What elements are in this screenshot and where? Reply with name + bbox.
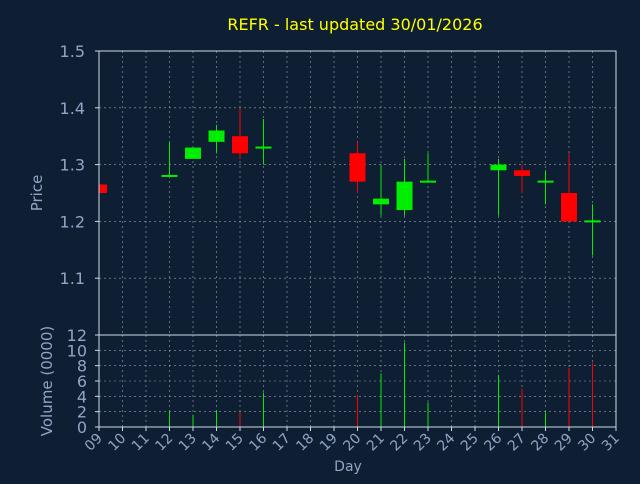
candle-body — [232, 136, 248, 154]
price-y-tick-label: 1.4 — [60, 99, 85, 118]
candle — [490, 158, 507, 216]
candle — [255, 119, 272, 165]
x-tick-label: 22 — [387, 431, 411, 455]
x-tick-label: 29 — [552, 431, 576, 455]
candle — [561, 153, 577, 222]
candle-body — [396, 181, 413, 211]
candle — [99, 184, 107, 193]
candle-body — [490, 164, 507, 171]
x-tick-label: 27 — [505, 431, 529, 455]
candle — [373, 164, 389, 216]
candle — [232, 107, 248, 159]
candle — [185, 147, 201, 159]
volume-y-tick-label: 4 — [77, 387, 87, 406]
price-y-tick-label: 1.5 — [60, 42, 85, 61]
candle-body — [561, 193, 577, 222]
x-tick-label: 23 — [411, 431, 435, 455]
candle — [514, 164, 530, 193]
volume-bars — [169, 342, 593, 427]
candle-body — [99, 184, 107, 193]
candle — [396, 158, 413, 216]
x-tick-label: 20 — [340, 431, 364, 455]
x-ticks: 09 10 11 12 13 14 15 16 17 18 19 20 21 22 23 24 25 26 27 28… — [82, 427, 623, 454]
volume-y-tick-label: 0 — [77, 418, 87, 437]
x-tick-label: 17 — [270, 431, 294, 455]
x-tick-label: 21 — [364, 431, 388, 455]
x-tick-label: 30 — [575, 431, 599, 455]
price-y-tick-label: 1.1 — [60, 269, 85, 288]
x-tick-label: 25 — [458, 431, 482, 455]
price-y-tick-label: 1.3 — [60, 156, 85, 175]
x-tick-label: 11 — [129, 431, 153, 455]
candle — [349, 141, 366, 193]
candle — [420, 153, 436, 183]
candle-body — [208, 130, 225, 142]
x-tick-label: 14 — [199, 430, 223, 454]
x-tick-label: 31 — [599, 431, 623, 455]
volume-y-tick-label: 6 — [77, 372, 87, 391]
x-axis-label: Day — [334, 459, 362, 475]
volume-y-tick-label: 12 — [67, 326, 87, 345]
volume-y-tick-label: 8 — [77, 357, 87, 376]
x-tick-label: 24 — [434, 430, 458, 454]
candle-body — [373, 198, 389, 205]
x-tick-label: 13 — [176, 431, 200, 455]
x-tick-label: 10 — [105, 431, 129, 455]
x-tick-label: 28 — [528, 431, 552, 455]
chart-title: REFR - last updated 30/01/2026 — [227, 15, 482, 34]
price-y-tick-label: 1.2 — [60, 212, 85, 231]
x-tick-label: 19 — [317, 431, 341, 455]
volume-y-tick-label: 2 — [77, 403, 87, 422]
candle-body — [349, 153, 366, 182]
x-tick-label: 16 — [246, 430, 270, 454]
candle-body — [514, 170, 530, 176]
x-tick-label: 12 — [152, 431, 176, 455]
candle-body — [185, 147, 201, 159]
x-tick-label: 15 — [223, 431, 247, 455]
candle — [208, 124, 225, 154]
candle — [584, 204, 601, 256]
price-axis-label: Price — [28, 175, 46, 212]
candle — [537, 170, 554, 205]
candles — [99, 107, 601, 256]
price-y-ticks: 1.1 1.2 1.3 1.4 1.5 — [60, 42, 99, 288]
volume-axis-label: Volume (0000) — [38, 326, 56, 436]
x-tick-label: 18 — [293, 431, 317, 455]
volume-y-tick-label: 10 — [67, 341, 87, 360]
candle — [161, 141, 178, 177]
x-tick-label: 26 — [481, 430, 505, 454]
